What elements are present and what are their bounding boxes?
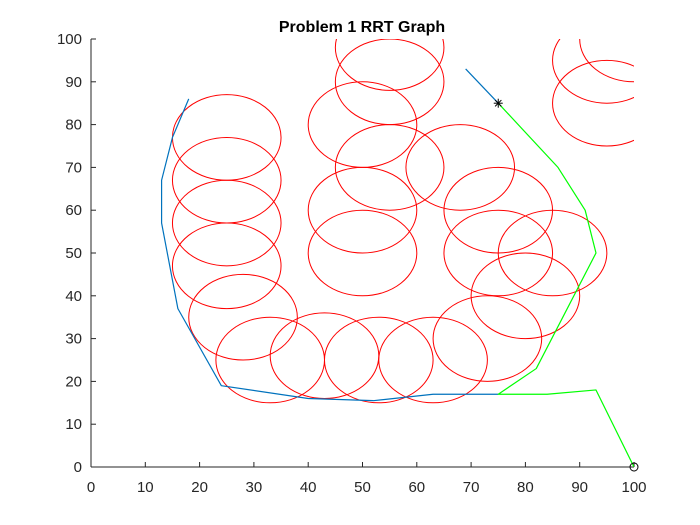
goal-circle-marker: [629, 462, 639, 472]
x-tick-label: 80: [517, 479, 534, 496]
obstacle-circle: [171, 222, 282, 310]
obstacle-circle: [443, 166, 554, 254]
obstacle-circle: [470, 252, 581, 340]
x-tick-label: 30: [246, 479, 263, 496]
x-tick-label: 20: [191, 479, 208, 496]
obstacle-circle: [323, 316, 434, 404]
obstacle-circle: [432, 295, 543, 382]
obstacle-circle: [443, 209, 554, 297]
y-tick-label: 80: [65, 117, 82, 134]
obstacle-circle: [307, 81, 418, 168]
tree-paths: [160, 68, 634, 467]
obstacle-circle: [334, 39, 445, 126]
path-series-1: [160, 98, 499, 402]
y-tick-label: 0: [74, 459, 82, 476]
path-series-2: [465, 68, 499, 104]
x-tick-label: 60: [408, 479, 425, 496]
x-tick-label: 10: [137, 479, 154, 496]
markers: [493, 98, 639, 472]
x-tick-label: 40: [300, 479, 317, 496]
path-series-3: [497, 102, 634, 467]
obstacle-circle: [579, 39, 634, 83]
y-tick-label: 100: [57, 31, 82, 48]
obstacle-circle: [171, 179, 282, 267]
start-asterisk-marker: [493, 98, 503, 108]
y-tick-label: 60: [65, 202, 82, 219]
chart-title: Problem 1 RRT Graph: [279, 19, 445, 36]
y-tick-label: 10: [65, 416, 82, 433]
obstacle-circle: [552, 39, 634, 104]
y-tick-label: 90: [65, 74, 82, 91]
obstacles: [171, 39, 634, 404]
x-tick-label: 100: [621, 479, 646, 496]
y-tick-label: 70: [65, 159, 82, 176]
y-tick-label: 30: [65, 331, 82, 348]
y-tick-label: 50: [65, 245, 82, 262]
asterisk-stroke: [494, 99, 502, 107]
x-tick-label: 90: [571, 479, 588, 496]
y-tick-label: 40: [65, 288, 82, 305]
x-tick-label: 70: [463, 479, 480, 496]
obstacle-circle: [552, 59, 634, 147]
axes: 0 10 20 30 40 50 60 70 80 90 100 0 10 20 30 40 50 60 70 80 9…: [57, 31, 647, 496]
y-tick-label: 20: [65, 373, 82, 390]
x-tick-label: 50: [354, 479, 371, 496]
obstacle-circle: [334, 39, 445, 91]
x-tick-label: 0: [87, 479, 95, 496]
obstacle-circle: [188, 273, 298, 361]
obstacle-circle: [405, 124, 516, 211]
obstacle-circle: [378, 316, 488, 404]
obstacle-circle: [307, 209, 418, 297]
obstacle-circle: [334, 124, 445, 211]
